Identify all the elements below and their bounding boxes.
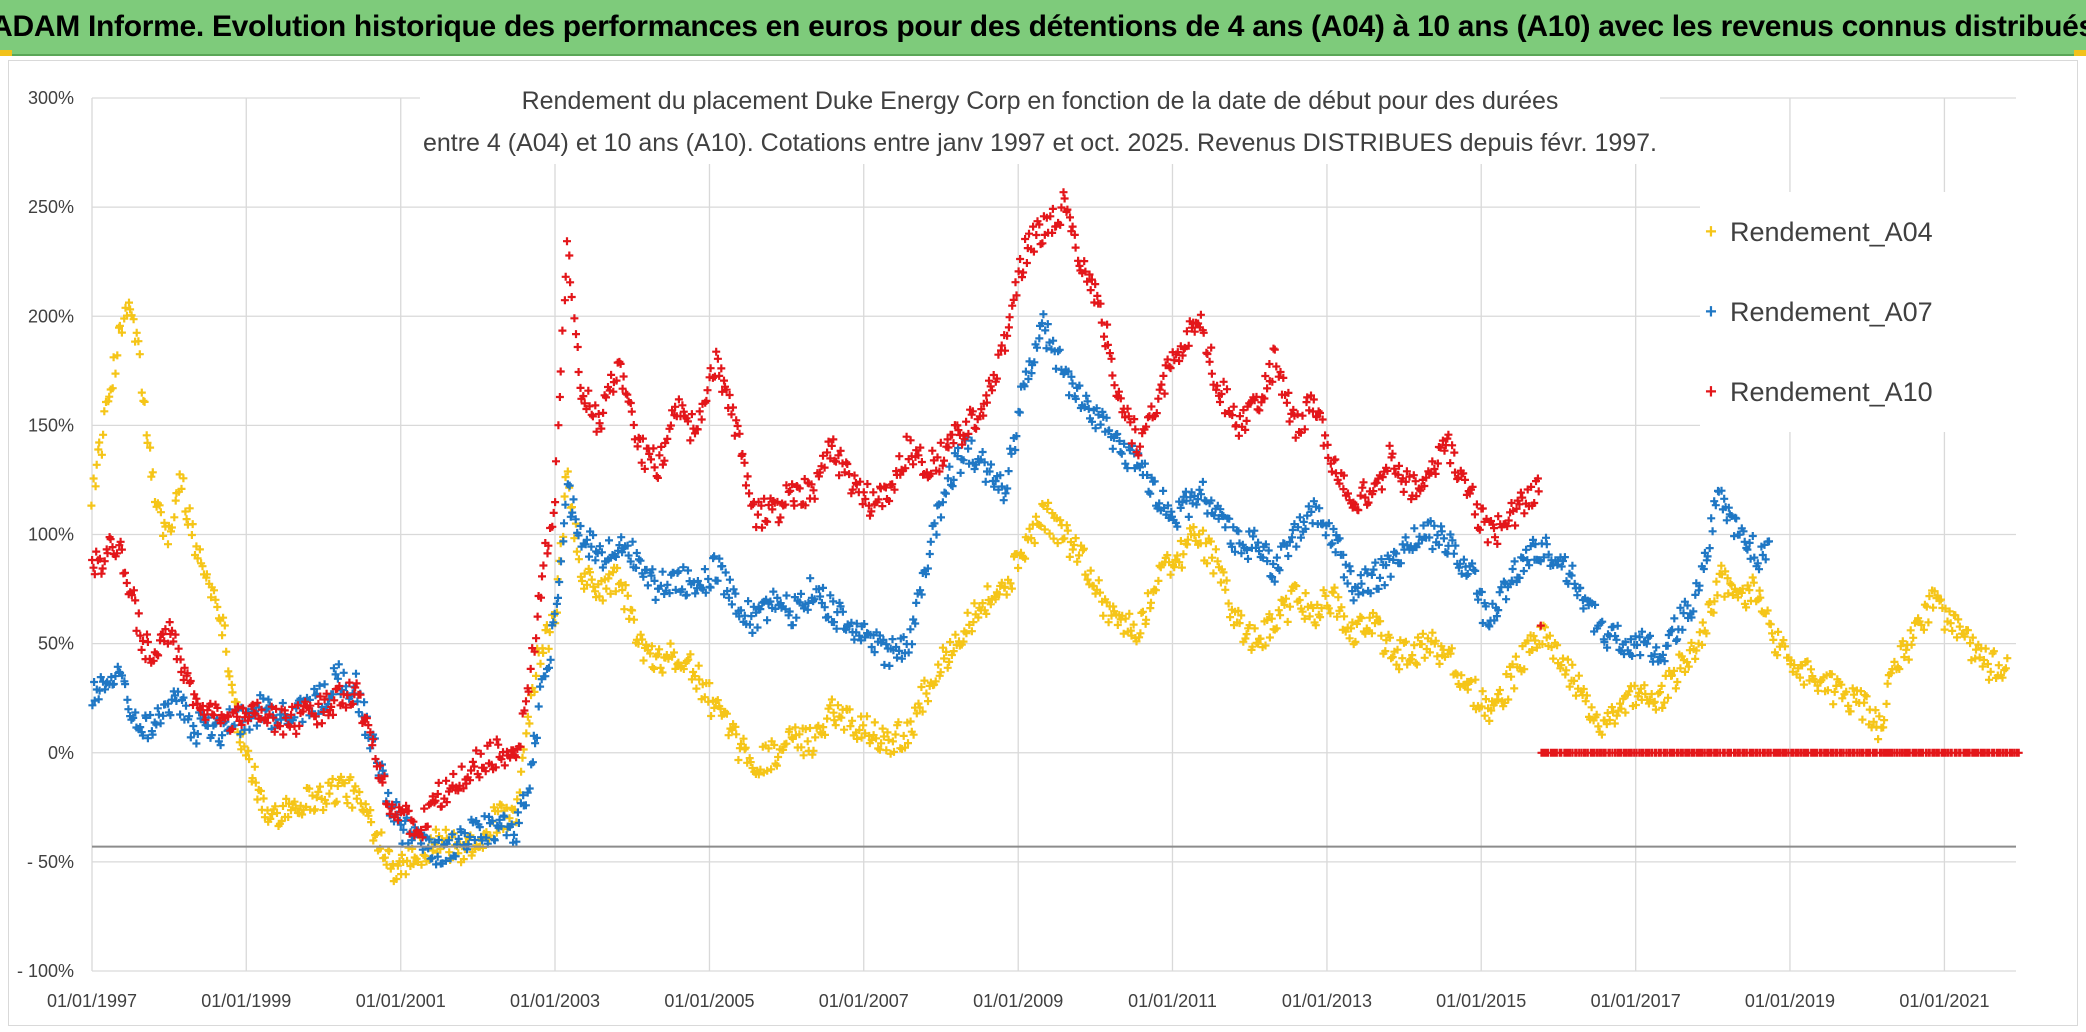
- chart-title-line-1: Rendement du placement Duke Energy Corp …: [521, 87, 1559, 115]
- y-tick-label: - 50%: [27, 852, 74, 872]
- series-rendement-a10: [88, 188, 2023, 842]
- x-tick-label: 01/01/2017: [1591, 991, 1681, 1011]
- legend-marker-a10: +: [1705, 380, 1717, 403]
- points-layer: [87, 188, 2023, 886]
- header-title: ADAM Informe. Evolution historique des p…: [0, 10, 2086, 43]
- x-tick-label: 01/01/2005: [664, 991, 754, 1011]
- y-tick-label: 250%: [28, 197, 74, 217]
- x-tick-label: 01/01/2011: [1128, 991, 1217, 1011]
- legend-item-a04: + Rendement_A04: [1700, 192, 2020, 272]
- y-tick-label: 150%: [28, 415, 74, 435]
- legend: + Rendement_A04 + Rendement_A07 + Rendem…: [1700, 192, 2020, 432]
- axis-layer: 300% 250% 200% 150% 100% 50% 0% - 50% - 100% 01/0…: [17, 88, 2016, 1011]
- x-tick-label: 01/01/1999: [201, 991, 291, 1011]
- x-tick-label: 01/01/2003: [510, 991, 600, 1011]
- y-tick-label: 0%: [48, 743, 74, 763]
- chart-title: Rendement du placement Duke Energy Corp …: [420, 80, 1660, 164]
- corner-marker-right: [2074, 50, 2086, 56]
- series-rendement-a07: [88, 310, 1773, 869]
- legend-label-a04: Rendement_A04: [1730, 216, 1933, 247]
- legend-item-a07: + Rendement_A07: [1700, 272, 2020, 352]
- x-tick-label: 01/01/2015: [1436, 991, 1526, 1011]
- chart-title-line-2: entre 4 (A04) et 10 ans (A10). Cotations…: [422, 129, 1658, 157]
- y-tick-label: 100%: [28, 525, 74, 545]
- corner-marker-left: [0, 50, 12, 56]
- x-tick-label: 01/01/2019: [1745, 991, 1835, 1011]
- y-tick-label: 200%: [28, 306, 74, 326]
- y-tick-label: - 100%: [17, 961, 74, 981]
- x-tick-label: 01/01/2007: [819, 991, 909, 1011]
- legend-marker-a04: +: [1705, 220, 1717, 243]
- x-tick-label: 01/01/2021: [1899, 991, 1989, 1011]
- series-marks: [88, 310, 1773, 869]
- header-banner: ADAM Informe. Evolution historique des p…: [0, 0, 2086, 56]
- legend-item-a10: + Rendement_A10: [1700, 352, 2020, 432]
- x-tick-label: 01/01/2001: [356, 991, 446, 1011]
- y-tick-label: 300%: [28, 88, 74, 108]
- legend-label-a07: Rendement_A07: [1730, 296, 1933, 327]
- x-tick-label: 01/01/2009: [973, 991, 1063, 1011]
- legend-label-a10: Rendement_A10: [1730, 376, 1933, 407]
- x-tick-label: 01/01/2013: [1282, 991, 1372, 1011]
- series-marks: [88, 188, 2023, 842]
- x-tick-label: 01/01/1997: [47, 991, 137, 1011]
- y-tick-label: 50%: [38, 634, 74, 654]
- legend-marker-a07: +: [1705, 300, 1717, 323]
